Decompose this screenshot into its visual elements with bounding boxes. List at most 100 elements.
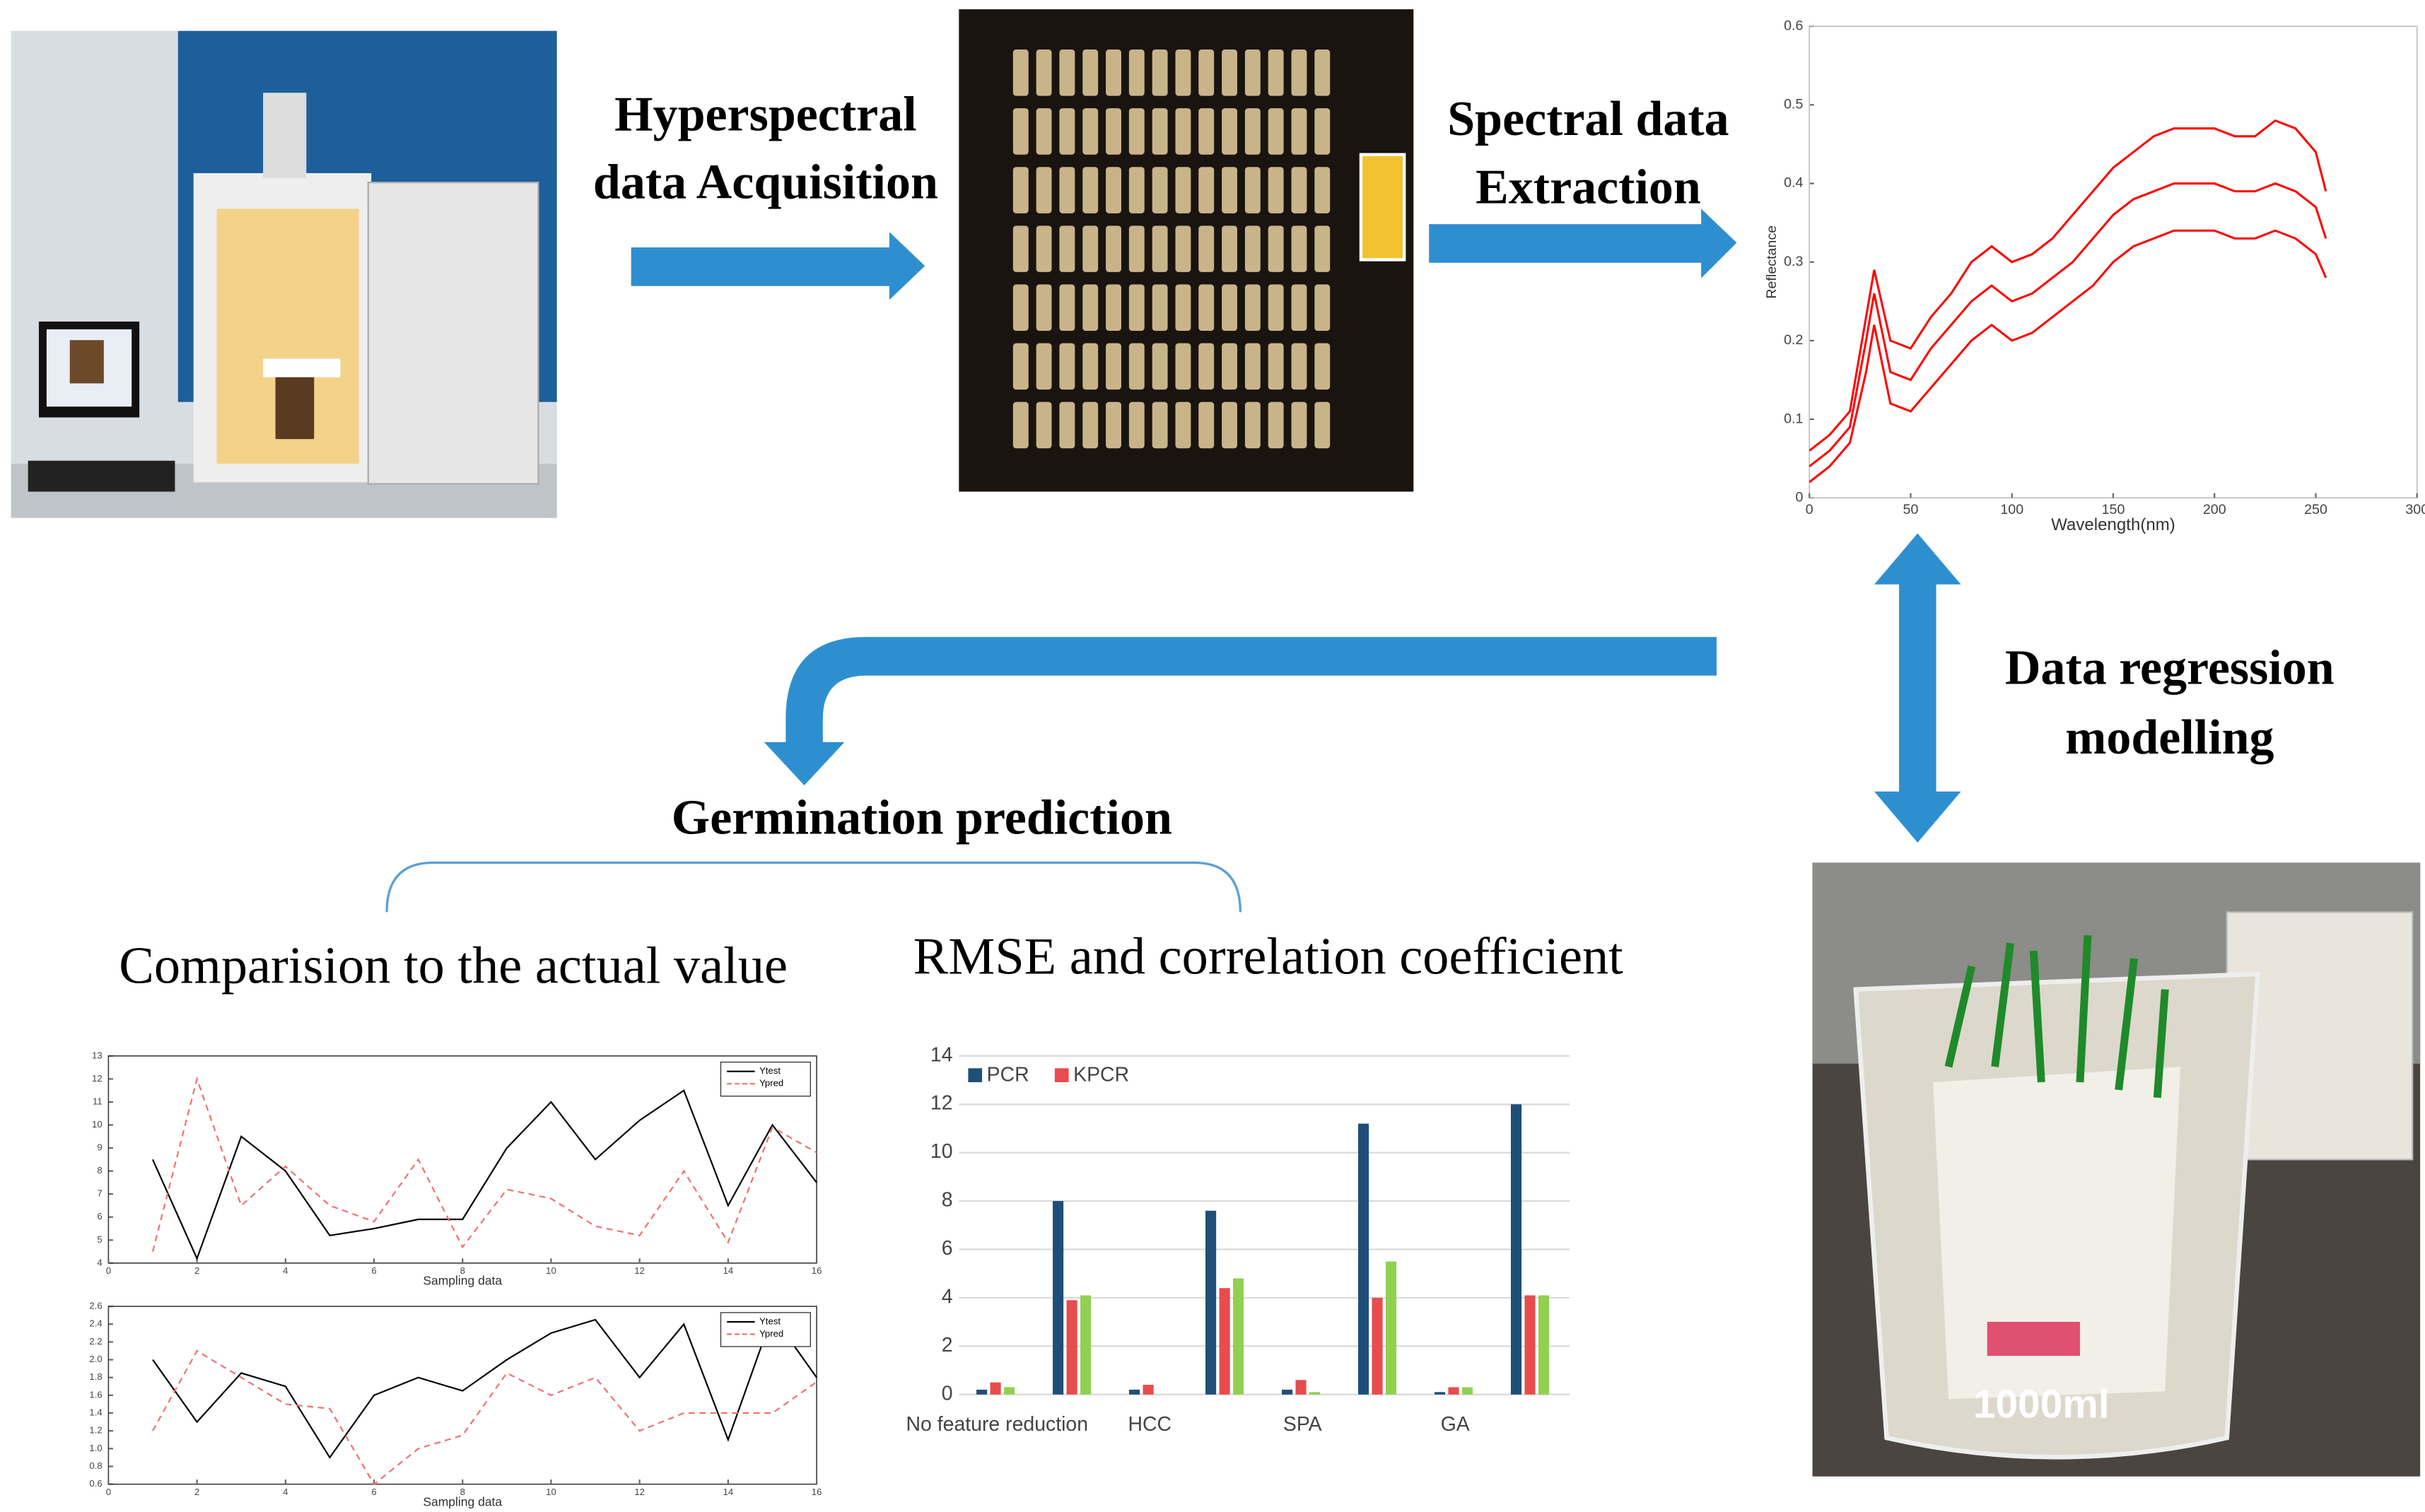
x-tick-label: 50	[1903, 502, 1919, 517]
svg-text:1000ml: 1000ml	[1973, 1382, 2110, 1426]
x-axis-label: Sampling data	[423, 1495, 502, 1509]
x-tick-label: 0	[106, 1265, 111, 1276]
data-line	[152, 1313, 817, 1459]
x-tick-label: 16	[812, 1487, 822, 1497]
step-label: data Acquisition	[593, 156, 938, 210]
y-tick-label: 1.6	[89, 1389, 102, 1400]
x-tick-label: 150	[2102, 502, 2125, 517]
bar	[1295, 1380, 1307, 1395]
y-tick-label: 6	[97, 1211, 102, 1221]
y-tick-label: 5	[97, 1234, 102, 1245]
y-tick-label: 0.6	[89, 1478, 102, 1489]
bar	[1434, 1392, 1446, 1395]
x-tick-label: 8	[460, 1487, 465, 1497]
lab-photo	[11, 30, 557, 518]
y-tick-label: 8	[942, 1189, 953, 1212]
x-tick-label: 0	[1806, 502, 1813, 517]
bar	[1358, 1123, 1369, 1395]
y-tick-label: 0.4	[1784, 175, 1803, 191]
x-axis-label: Sampling data	[423, 1274, 502, 1288]
step-label: Germination prediction	[672, 791, 1172, 845]
data-line	[1808, 229, 2327, 484]
bar	[1004, 1387, 1015, 1395]
x-tick-label: 2	[194, 1265, 199, 1276]
x-tick-label: 6	[371, 1265, 376, 1276]
bar	[1385, 1261, 1397, 1395]
y-tick-label: 0.1	[1784, 411, 1803, 426]
x-tick-label: 6	[371, 1487, 376, 1497]
x-tick-label: 2	[194, 1487, 199, 1497]
bar	[1282, 1389, 1293, 1395]
y-tick-label: 2.2	[89, 1336, 102, 1347]
y-tick-label: 0.3	[1784, 254, 1803, 269]
bar	[1080, 1295, 1092, 1395]
bar	[1309, 1392, 1321, 1395]
bar	[1233, 1278, 1244, 1395]
y-tick-label: 2.0	[89, 1354, 102, 1364]
legend-box	[720, 1312, 812, 1347]
bracket	[385, 861, 1242, 913]
bar	[1538, 1295, 1550, 1395]
subtitle: Comparision to the actual value	[119, 937, 788, 995]
y-tick-label: 14	[930, 1043, 953, 1066]
x-tick-label: 4	[283, 1265, 288, 1276]
bar	[1066, 1300, 1077, 1395]
step-label: Spectral data	[1447, 92, 1729, 146]
y-tick-label: 1.4	[89, 1407, 102, 1417]
step-label: Hyperspectral	[614, 87, 916, 141]
x-tick-label: 100	[2000, 502, 2023, 517]
y-tick-label: 4	[97, 1257, 102, 1267]
legend-label: Ytest	[759, 1315, 781, 1326]
x-tick-label: 8	[460, 1265, 465, 1276]
bar	[976, 1389, 988, 1395]
bar	[1510, 1104, 1522, 1395]
bar	[990, 1382, 1001, 1395]
data-line	[1808, 182, 2327, 467]
x-tick-label: 14	[723, 1487, 734, 1497]
legend-label: Ytest	[759, 1065, 781, 1076]
legend-label: Ypred	[759, 1078, 783, 1089]
y-tick-label: 12	[930, 1092, 953, 1115]
x-tick-label: HCC	[1128, 1413, 1171, 1436]
y-tick-label: 2.4	[89, 1318, 102, 1329]
x-tick-label: SPA	[1283, 1413, 1322, 1436]
x-tick-label: 14	[723, 1265, 734, 1276]
x-tick-label: No feature reduction	[906, 1413, 1089, 1436]
y-tick-label: 0.8	[89, 1460, 102, 1471]
y-tick-label: 1.8	[89, 1371, 102, 1382]
x-tick-label: 300	[2405, 502, 2425, 517]
arrows	[631, 209, 1961, 843]
x-tick-label: 0	[106, 1487, 111, 1497]
bar	[1053, 1201, 1064, 1395]
bar	[1524, 1295, 1536, 1395]
x-tick-label: 250	[2304, 502, 2327, 517]
legend-swatch	[968, 1068, 983, 1082]
y-tick-label: 13	[92, 1050, 103, 1060]
y-tick-label: 1.2	[89, 1425, 102, 1436]
x-tick-label: GA	[1441, 1413, 1470, 1436]
legend-label: KPCR	[1073, 1064, 1129, 1086]
x-tick-label: 4	[283, 1487, 288, 1497]
y-tick-label: 10	[930, 1140, 953, 1163]
beaker-photo: 1000ml	[1812, 862, 2421, 1477]
bar	[1448, 1387, 1459, 1395]
bar	[1219, 1288, 1230, 1395]
y-tick-label: 9	[97, 1142, 102, 1153]
y-tick-label: 1.0	[89, 1443, 102, 1453]
subtitle: RMSE and correlation coefficient	[913, 927, 1624, 985]
seed-photo	[959, 9, 1414, 492]
legend-swatch	[1054, 1068, 1069, 1082]
x-tick-label: 12	[634, 1487, 645, 1497]
x-axis-label: Wavelength(nm)	[2051, 515, 2175, 534]
legend-label: Ypred	[759, 1328, 783, 1339]
y-tick-label: 0.2	[1784, 332, 1803, 348]
data-line	[1808, 119, 2327, 452]
data-line	[151, 1076, 817, 1252]
x-tick-label: 16	[812, 1265, 822, 1276]
y-tick-label: 10	[92, 1119, 103, 1130]
y-tick-label: 12	[92, 1073, 103, 1084]
x-tick-label: 10	[546, 1265, 556, 1276]
y-tick-label: 8	[97, 1165, 102, 1176]
y-tick-label: 0.5	[1784, 97, 1803, 112]
